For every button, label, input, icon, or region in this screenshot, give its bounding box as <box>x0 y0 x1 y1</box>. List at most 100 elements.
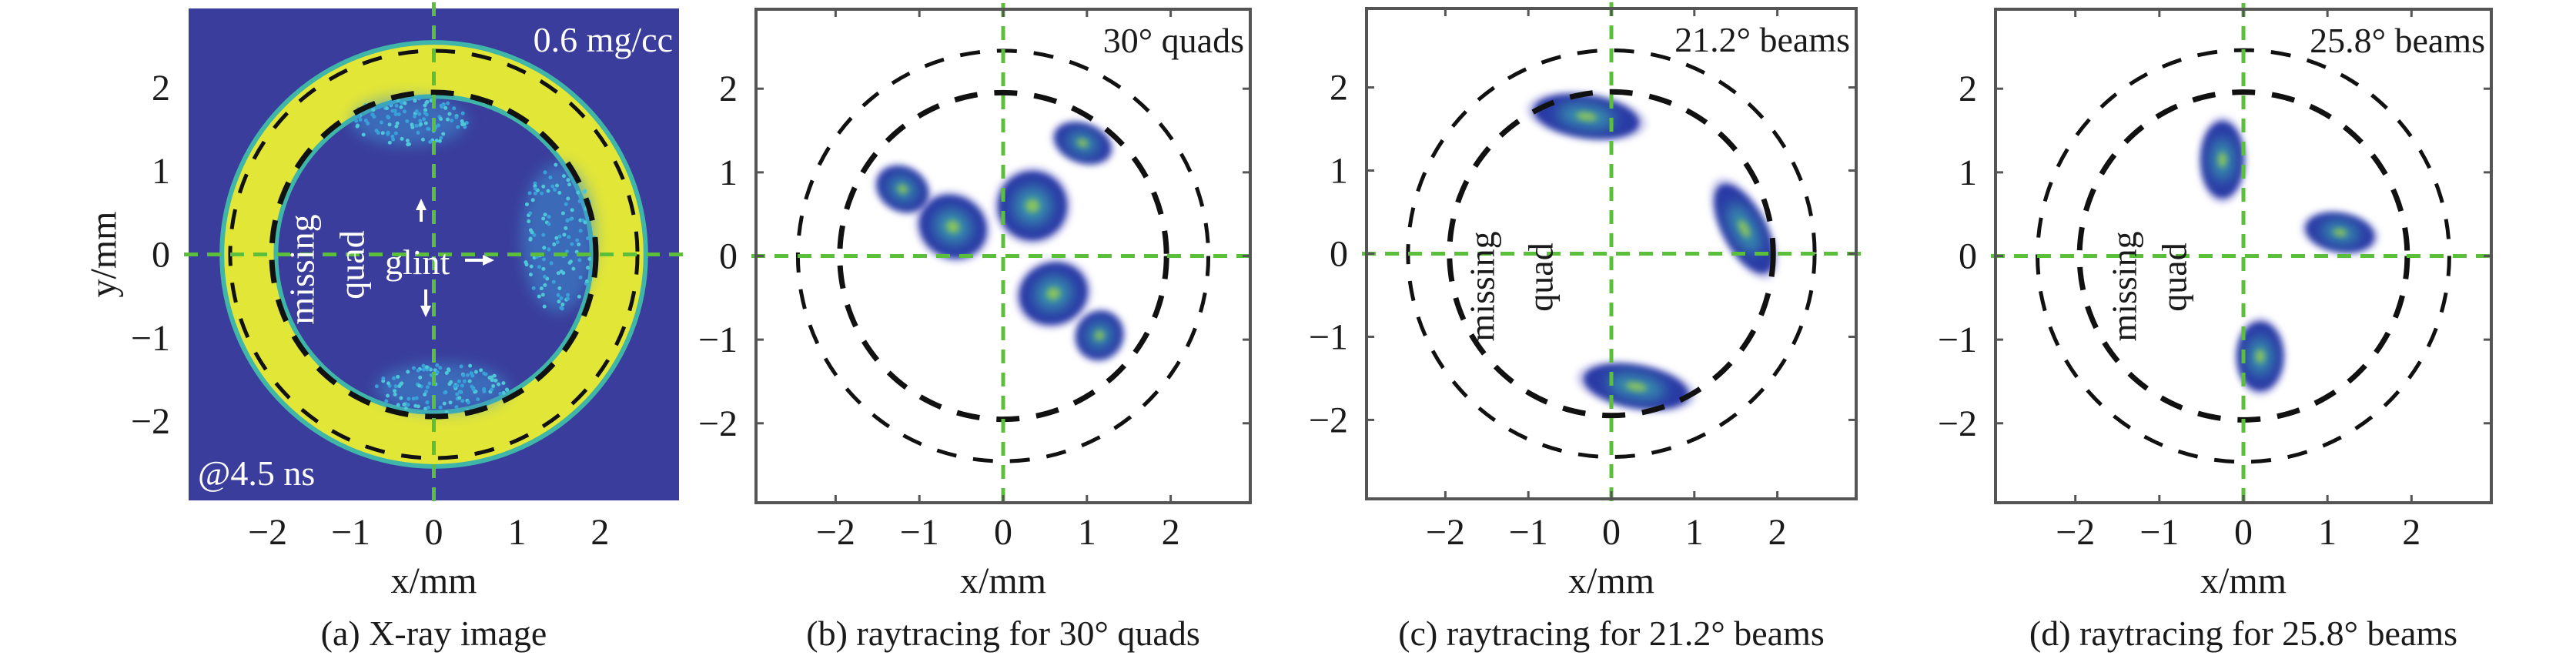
speckle <box>417 383 422 388</box>
speckle <box>396 374 400 379</box>
speckle <box>444 410 449 414</box>
y-tick-label: 2 <box>1330 68 1348 109</box>
speckle <box>460 111 465 115</box>
speckle <box>543 274 547 279</box>
x-axis-label: x/mm <box>960 560 1046 601</box>
speckle <box>450 119 454 123</box>
speckle <box>361 132 366 137</box>
speckle <box>394 124 399 129</box>
speckle <box>393 131 398 135</box>
speckle <box>529 264 534 269</box>
speckle <box>585 266 590 270</box>
speckle <box>557 234 562 239</box>
speckle <box>402 109 406 114</box>
x-tick-label: 1 <box>2318 512 2337 553</box>
speckle <box>559 306 564 310</box>
speckle <box>427 127 431 132</box>
speckle <box>539 286 544 291</box>
speckle <box>410 125 415 129</box>
speckle <box>403 101 407 105</box>
speckle <box>542 257 547 262</box>
speckle <box>571 266 576 271</box>
speckle <box>452 106 457 111</box>
speckle <box>492 373 497 378</box>
speckle <box>540 293 545 297</box>
speckle <box>370 112 375 117</box>
speckle <box>582 190 587 195</box>
speckle <box>528 237 533 242</box>
speckle <box>442 401 447 406</box>
missing-label: missing <box>1463 231 1502 341</box>
quad-label: quad <box>333 230 372 299</box>
speckle <box>411 366 416 370</box>
speckle <box>554 162 558 167</box>
speckle <box>566 296 570 301</box>
speckle <box>542 304 547 309</box>
speckle <box>557 299 561 304</box>
x-tick-label: −2 <box>248 512 287 553</box>
x-tick-label: 0 <box>1602 512 1621 553</box>
speckle <box>392 376 396 380</box>
speckle <box>420 137 425 142</box>
speckle <box>465 373 470 377</box>
y-tick-label: −1 <box>131 318 170 359</box>
speckle <box>533 186 537 191</box>
speckle <box>541 232 546 237</box>
speckle <box>459 364 463 369</box>
speckle <box>425 99 430 104</box>
speckle <box>470 373 475 378</box>
top-right-annotation: 25.8° beams <box>2310 21 2485 60</box>
speckle <box>426 405 430 410</box>
speckle <box>467 379 472 383</box>
speckle <box>462 379 467 383</box>
reference-circle <box>1406 48 1817 460</box>
speckle <box>424 390 429 394</box>
x-tick-label: 1 <box>507 512 526 553</box>
speckle <box>471 387 476 392</box>
speckle <box>501 390 506 395</box>
speckle <box>560 302 565 306</box>
y-tick-label: 1 <box>719 152 738 193</box>
speckle <box>557 286 562 290</box>
speckle <box>455 392 460 396</box>
speckle <box>566 196 570 201</box>
speckle <box>449 380 453 384</box>
ray-spot <box>1072 307 1126 363</box>
speckle <box>422 117 427 122</box>
y-tick-label: 2 <box>1959 69 1977 109</box>
speckle <box>463 125 467 129</box>
speckle <box>482 389 487 393</box>
speckle <box>577 258 582 263</box>
speckle <box>466 400 470 405</box>
speckle <box>441 132 446 136</box>
speckle <box>376 105 381 109</box>
speckle <box>448 400 453 405</box>
speckle <box>570 208 574 212</box>
speckle <box>498 391 503 396</box>
x-tick-label: 1 <box>1685 512 1704 553</box>
speckle <box>583 220 587 225</box>
speckle <box>531 286 536 290</box>
speckle <box>564 226 568 230</box>
speckle <box>414 123 419 128</box>
speckle <box>447 112 452 116</box>
speckle <box>406 142 410 147</box>
y-tick-label: −1 <box>1938 319 1977 360</box>
speckle <box>541 216 546 221</box>
speckle <box>577 294 581 299</box>
speckle <box>461 373 466 378</box>
speckle <box>452 384 457 389</box>
x-tick-label: −2 <box>2056 512 2095 553</box>
speckle <box>552 242 557 246</box>
speckle <box>399 396 403 400</box>
speckle <box>413 114 417 119</box>
speckle <box>391 137 396 142</box>
speckle <box>446 101 450 105</box>
y-tick-label: 2 <box>719 69 738 109</box>
panel-caption: (a) X-ray image <box>321 614 547 653</box>
speckle <box>399 382 403 386</box>
speckle <box>411 396 416 401</box>
x-tick-label: 2 <box>590 512 609 553</box>
x-tick-label: −2 <box>816 512 855 553</box>
ray-spot <box>1526 91 1648 142</box>
